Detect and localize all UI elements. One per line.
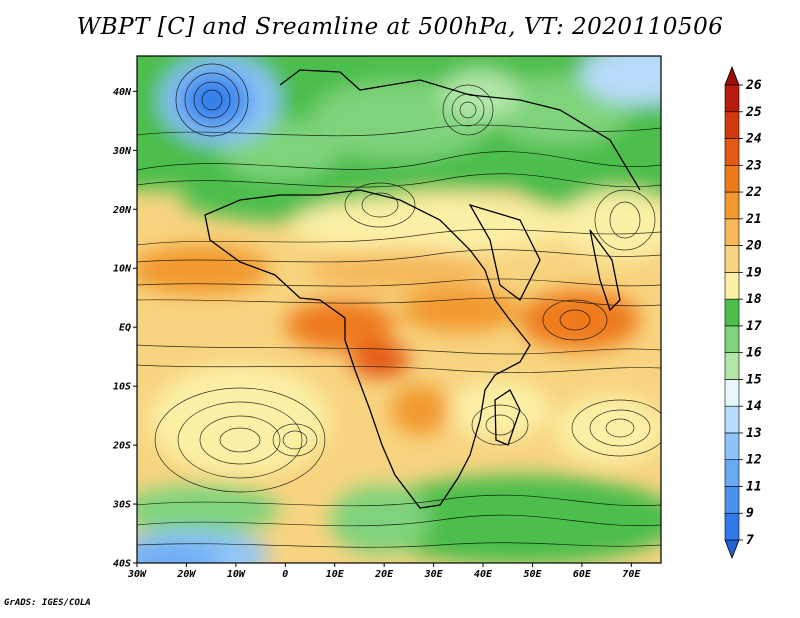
colorbar-segment — [724, 245, 740, 273]
longitude-axis: 30W 20W 10W 0 10E 20E 30E 40E 50E 60E 70E — [127, 563, 641, 580]
lon-tick-label: 20E — [374, 569, 394, 580]
lat-tick-label: 10N — [113, 264, 132, 275]
lon-tick-label: 10E — [326, 569, 345, 580]
colorbar-segment — [724, 298, 740, 327]
colorbar-label: 26 — [745, 78, 762, 93]
map-frame — [136, 55, 662, 564]
lat-tick-label: 40S — [113, 559, 131, 570]
map-title: WBPT [C] and Sreamline at 500hPa, VT: 20… — [76, 14, 724, 40]
coastlines — [204, 69, 641, 509]
lat-tick-label: 20N — [112, 205, 132, 216]
colorbar-label: 23 — [745, 158, 762, 173]
colorbar-segment — [724, 459, 740, 487]
colorbar: 7 9 11 12 13 14 15 16 17 18 19 20 21 22 23 24 25 26 — [724, 65, 762, 560]
colorbar-segment — [724, 379, 740, 407]
colorbar-low-arrow — [724, 539, 740, 560]
lon-tick-label: 60E — [573, 569, 592, 580]
lon-tick-label: 30E — [424, 569, 444, 580]
lon-tick-label: 0 — [282, 569, 288, 580]
colorbar-label: 20 — [745, 239, 762, 254]
colorbar-label: 9 — [746, 506, 754, 521]
colorbar-label: 17 — [746, 319, 762, 334]
lat-tick-label: 20S — [112, 441, 131, 452]
lon-tick-label: 70E — [622, 569, 641, 580]
colorbar-label: 7 — [746, 533, 754, 548]
colorbar-label: 19 — [746, 265, 762, 280]
grads-credit: GrADS: IGES/COLA — [4, 598, 91, 608]
latitude-axis: 40N 30N 20N 10N EQ 10S 20S 30S 40S — [112, 87, 137, 570]
colorbar-segment — [724, 432, 740, 461]
colorbar-segment — [724, 138, 740, 166]
lat-tick-label: 40N — [113, 87, 132, 98]
lon-tick-label: 50E — [523, 569, 542, 580]
colorbar-label: 18 — [746, 292, 762, 307]
lon-tick-label: 30W — [127, 569, 147, 580]
lat-tick-label: 10S — [113, 382, 131, 393]
lon-tick-label: 10W — [227, 569, 246, 580]
colorbar-label: 25 — [745, 105, 762, 120]
colorbar-label: 11 — [746, 479, 762, 494]
colorbar-label: 22 — [745, 185, 762, 200]
colorbar-label: 14 — [746, 399, 762, 414]
colorbar-segment — [724, 405, 740, 434]
colorbar-label: 21 — [745, 212, 762, 227]
streamlines — [137, 63, 661, 548]
temperature-field — [137, 56, 661, 563]
colorbar-segment — [724, 486, 740, 514]
colorbar-segment — [724, 164, 740, 193]
colorbar-high-arrow — [724, 65, 740, 86]
colorbar-label: 24 — [745, 132, 762, 147]
lon-tick-label: 20W — [176, 569, 196, 580]
colorbar-segment — [724, 352, 740, 380]
lon-tick-label: 40E — [474, 569, 493, 580]
colorbar-segment — [724, 84, 740, 113]
colorbar-segment — [724, 512, 740, 541]
lat-tick-label: 30S — [112, 500, 131, 511]
lat-tick-label: 30N — [112, 146, 132, 157]
colorbar-label: 15 — [746, 372, 762, 387]
colorbar-segment — [724, 218, 740, 246]
colorbar-segment — [724, 111, 740, 139]
lat-tick-label: EQ — [119, 323, 131, 334]
colorbar-label: 12 — [746, 453, 762, 468]
colorbar-segment — [724, 325, 740, 353]
colorbar-label: 16 — [746, 346, 762, 361]
colorbar-segment — [724, 191, 740, 220]
colorbar-segment — [724, 272, 740, 300]
colorbar-label: 13 — [746, 426, 762, 441]
